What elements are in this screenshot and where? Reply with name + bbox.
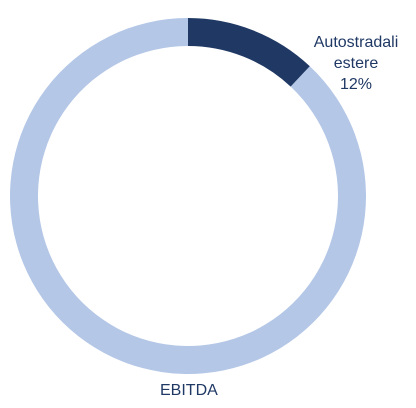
- donut-slice: [188, 18, 310, 87]
- slice-label: Autostradali estere: [313, 34, 399, 72]
- chart-title: EBITDA: [160, 382, 218, 399]
- slice-value-label: 12%: [339, 76, 373, 93]
